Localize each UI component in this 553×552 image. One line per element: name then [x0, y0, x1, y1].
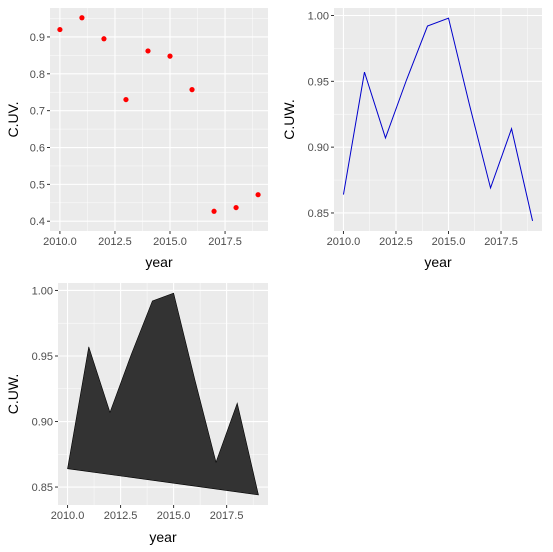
data-point	[189, 87, 195, 93]
x-tick-label: 2017.5	[208, 236, 242, 248]
y-tick-label: 0.90	[32, 417, 53, 429]
y-tick-label: 1.00	[32, 285, 53, 297]
data-point	[233, 204, 239, 211]
chart-panel-2: 2010.0 2012.5 2015.0 2017.5 0.85 0.90 0.95 1.00…	[281, 8, 542, 270]
data-point	[57, 26, 63, 33]
series-line	[342, 17, 534, 221]
x-tick-label: 2012.5	[98, 236, 132, 248]
x-axis-title: year	[424, 254, 452, 270]
x-axis-title: year	[149, 529, 177, 545]
x-tick-label: 2015.0	[153, 236, 187, 248]
data-point	[167, 53, 173, 59]
data-point	[255, 192, 261, 198]
x-tick-label: 2015.0	[157, 510, 191, 522]
y-tick-label: 0.9	[30, 32, 45, 44]
y-tick-label: 0.95	[308, 76, 329, 88]
y-tick-label: 0.6	[30, 143, 45, 155]
data-point	[101, 36, 107, 42]
data-point	[79, 15, 85, 21]
y-axis-title: C.UW.	[5, 374, 21, 414]
x-tick-label: 2017.5	[210, 510, 244, 522]
x-axis-title: year	[145, 254, 173, 270]
plot-panel	[334, 8, 542, 231]
y-tick-label: 0.85	[32, 482, 53, 494]
x-tick-label: 2012.5	[379, 236, 413, 248]
chart-panel-1: 2010.0 2012.5 2015.0 2017.5 0.4 0.5 0.6 0.7 0.8 0…	[5, 8, 268, 270]
y-tick-label: 0.95	[32, 351, 53, 363]
y-tick-label: 0.85	[308, 208, 329, 220]
y-tick-label: 0.4	[30, 216, 45, 228]
x-tick-label: 2010.0	[327, 236, 361, 248]
y-axis-title: C.UV.	[5, 101, 21, 137]
plot-panel	[50, 8, 268, 231]
y-tick-label: 0.8	[30, 69, 45, 81]
x-tick-label: 2015.0	[432, 236, 466, 248]
y-tick-label: 0.90	[308, 142, 329, 154]
data-point	[211, 208, 217, 214]
y-tick-label: 0.7	[30, 106, 45, 118]
data-point	[123, 96, 129, 103]
y-axis-title: C.UW.	[281, 99, 297, 139]
x-tick-label: 2012.5	[104, 510, 138, 522]
x-tick-label: 2010.0	[43, 236, 77, 248]
x-tick-label: 2010.0	[51, 510, 85, 522]
y-tick-label: 1.00	[308, 11, 329, 23]
data-point	[145, 48, 151, 54]
chart-panel-3: 2010.0 2012.5 2015.0 2017.5 0.85 0.90 0.95 1.00…	[5, 283, 268, 545]
x-tick-label: 2017.5	[484, 236, 518, 248]
y-tick-label: 0.5	[30, 179, 45, 191]
area-polygon	[67, 292, 259, 496]
